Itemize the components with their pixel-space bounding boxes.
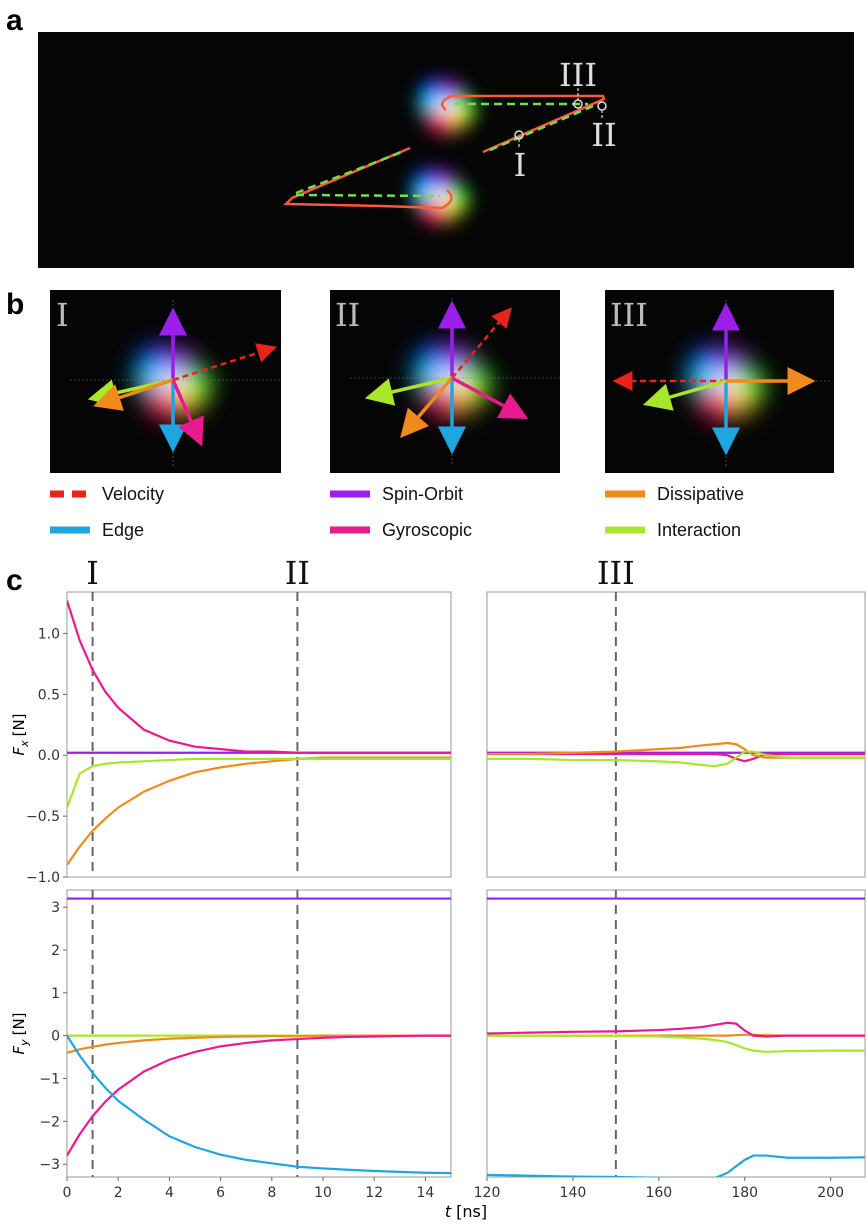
y-tick-label: −1.0 (26, 870, 60, 886)
y-tick-label: −1 (39, 1071, 60, 1087)
axis-symbol: F (10, 747, 28, 756)
y-tick-label: 3 (51, 900, 60, 916)
axis-unit: [ns] (456, 1202, 487, 1221)
series-line (487, 750, 865, 768)
y-axis-label: Fx [N] (10, 713, 31, 755)
series-line (67, 1034, 451, 1054)
series-line (487, 1021, 865, 1038)
axis-symbol: t (445, 1202, 452, 1221)
x-tick-label: 12 (365, 1185, 383, 1201)
series-line (67, 1034, 451, 1157)
panel-label: c (6, 564, 23, 597)
legend-label: Gyroscopic (382, 520, 472, 540)
panel-a-image (38, 32, 854, 268)
legend-label: Velocity (102, 484, 164, 504)
x-tick-label: 10 (314, 1185, 332, 1201)
position-marker: I (514, 146, 527, 184)
y-axis-label: Fy [N] (10, 1012, 31, 1054)
reference-label: II (285, 554, 310, 592)
inset-label: III (610, 296, 648, 334)
series-line (487, 752, 865, 763)
series-line (67, 600, 451, 754)
x-tick-label: 120 (474, 1185, 501, 1201)
x-tick-label: 4 (165, 1185, 174, 1201)
y-tick-label: −0.5 (26, 809, 60, 825)
inset-label: I (56, 296, 69, 334)
series-line (67, 757, 451, 808)
reference-label: III (597, 554, 635, 592)
axis-subscript: y (18, 1039, 31, 1047)
y-tick-label: 0.5 (38, 687, 60, 703)
inset-label: II (335, 296, 360, 334)
y-tick-label: 0.0 (38, 748, 60, 764)
x-tick-label: 160 (645, 1185, 672, 1201)
position-marker: III (559, 56, 597, 94)
legend-label: Dissipative (657, 484, 744, 504)
series-line (487, 1154, 865, 1177)
x-tick-label: 14 (416, 1185, 434, 1201)
plot-frame (486, 889, 866, 1178)
y-tick-label: 2 (51, 943, 60, 959)
plot-frame (486, 591, 866, 878)
x-tick-label: 8 (267, 1185, 276, 1201)
y-tick-label: 1 (51, 986, 60, 1002)
plot-frame (66, 889, 452, 1178)
position-marker: II (591, 116, 616, 154)
y-tick-label: −3 (39, 1157, 60, 1173)
series-line (487, 1034, 865, 1054)
legend-label: Edge (102, 520, 144, 540)
axis-unit: [N] (10, 1012, 28, 1035)
x-tick-label: 180 (731, 1185, 758, 1201)
panel-label: b (6, 288, 24, 321)
x-tick-label: 6 (216, 1185, 225, 1201)
inset-image (330, 290, 560, 473)
legend-label: Interaction (657, 520, 741, 540)
y-tick-label: 0 (51, 1029, 60, 1045)
inset-image (50, 290, 281, 473)
x-axis-label: t [ns] (445, 1202, 487, 1221)
y-tick-label: −2 (39, 1114, 60, 1130)
y-tick-label: 1.0 (38, 626, 60, 642)
x-tick-label: 0 (63, 1185, 72, 1201)
x-tick-label: 140 (560, 1185, 587, 1201)
inset-image (605, 290, 834, 473)
x-tick-label: 200 (817, 1185, 844, 1201)
x-tick-label: 2 (114, 1185, 123, 1201)
axis-symbol: F (10, 1046, 28, 1055)
series-line (67, 756, 451, 866)
legend-label: Spin-Orbit (382, 484, 463, 504)
axis-unit: [N] (10, 713, 28, 736)
plot-frame (66, 591, 452, 878)
series-line (67, 1035, 451, 1175)
series-line (487, 741, 865, 759)
axis-subscript: x (18, 740, 31, 748)
panel-label: a (6, 4, 23, 37)
reference-label: I (86, 554, 99, 592)
